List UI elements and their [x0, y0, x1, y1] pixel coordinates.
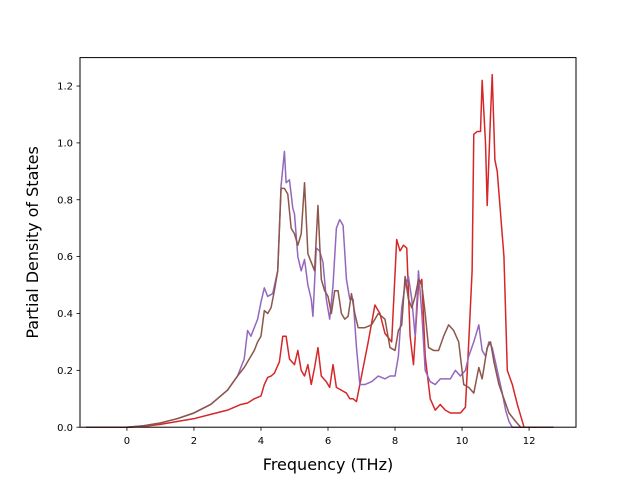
y-tick-label: 0.8 [57, 195, 73, 206]
y-tick-label: 0.0 [57, 423, 73, 434]
x-tick-label: 12 [523, 436, 536, 447]
x-tick-label: 4 [258, 436, 264, 447]
y-tick-label: 1.0 [57, 138, 73, 149]
x-tick-label: 10 [456, 436, 469, 447]
y-tick-label: 0.2 [57, 366, 73, 377]
x-axis: 0 2 4 6 8 10 12 [124, 427, 536, 447]
x-tick-label: 2 [191, 436, 197, 447]
series-line-3 [85, 181, 554, 428]
y-tick-label: 1.2 [57, 82, 73, 93]
y-tick-label: 0.6 [57, 252, 73, 263]
y-axis: 0.0 0.2 0.4 0.6 0.8 1.0 1.2 [57, 82, 80, 434]
series-layer [85, 73, 554, 428]
x-tick-label: 0 [124, 436, 130, 447]
x-tick-label: 8 [392, 436, 398, 447]
series-line-2 [85, 150, 554, 428]
x-tick-label: 6 [325, 436, 331, 447]
y-axis-label: Partial Density of States [23, 146, 42, 338]
y-tick-label: 0.4 [57, 309, 73, 320]
x-axis-label: Frequency (THz) [263, 455, 393, 474]
